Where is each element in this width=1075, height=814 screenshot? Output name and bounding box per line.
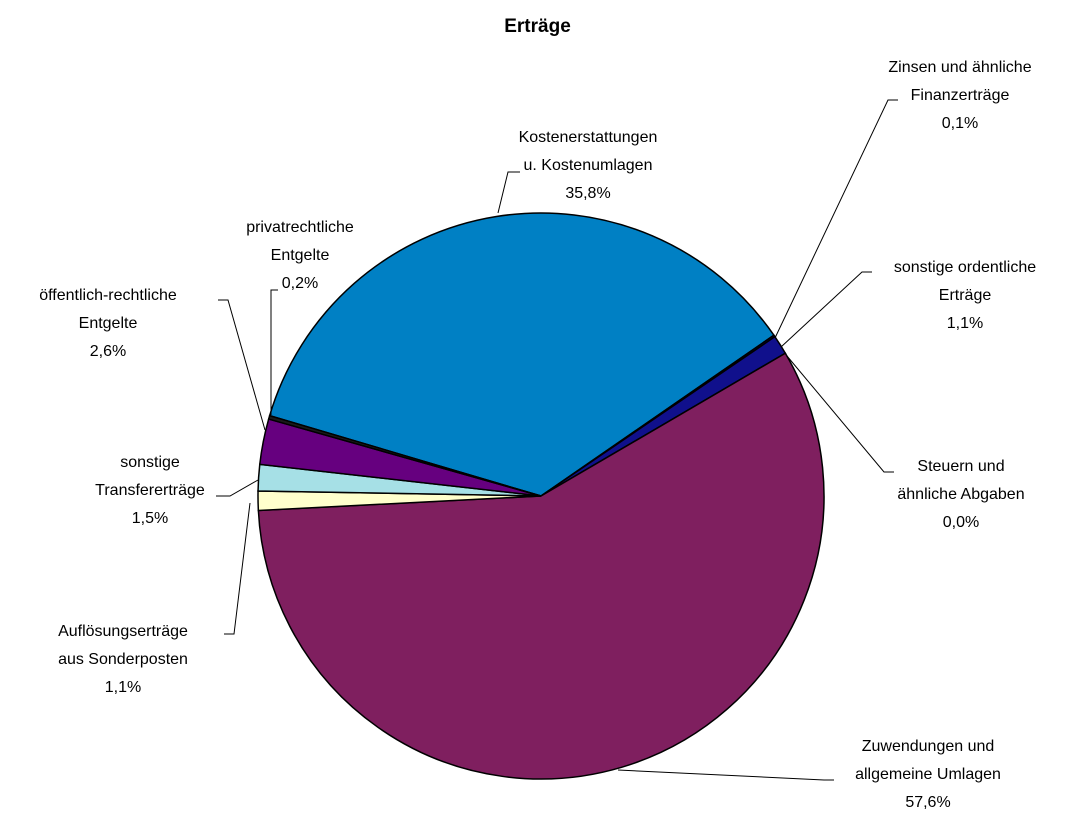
leader-line — [786, 355, 894, 473]
data-label: privatrechtliche Entgelte 0,2% — [235, 214, 365, 298]
value-label: 2,6% — [89, 343, 127, 360]
chart-title: Erträge — [504, 16, 571, 37]
category-label: Kostenerstattungen u. Kostenumlagen — [518, 129, 658, 174]
leader-line — [218, 299, 266, 431]
data-label: Auflösungserträge aus Sonderposten 1,1% — [49, 618, 197, 702]
leader-line — [270, 289, 278, 415]
value-label: 0,0% — [942, 514, 980, 531]
value-label: 57,6% — [905, 794, 951, 811]
value-label: 35,8% — [565, 185, 611, 202]
category-label: Steuern und ähnliche Abgaben — [897, 458, 1025, 503]
category-label: sonstige ordentliche Erträge — [893, 259, 1037, 304]
category-label: öffentlich-rechtliche Entgelte — [39, 287, 177, 332]
data-label: sonstige ordentliche Erträge 1,1% — [880, 254, 1050, 338]
data-label: Zinsen und ähnliche Finanzerträge 0,1% — [875, 54, 1045, 138]
leader-line — [216, 479, 259, 497]
leader-line — [497, 171, 520, 214]
value-label: 1,1% — [104, 679, 142, 696]
category-label: Zuwendungen und allgemeine Umlagen — [855, 738, 1001, 783]
data-label: Zuwendungen und allgemeine Umlagen 57,6% — [848, 733, 1008, 814]
leader-line — [617, 769, 834, 781]
category-label: sonstige Transfererträge — [95, 454, 205, 499]
category-label: privatrechtliche Entgelte — [246, 219, 354, 264]
leader-line — [780, 271, 872, 348]
data-label: sonstige Transfererträge 1,5% — [88, 449, 213, 533]
data-label: Kostenerstattungen u. Kostenumlagen 35,8% — [513, 124, 663, 208]
value-label: 1,5% — [131, 510, 169, 527]
category-label: Auflösungserträge aus Sonderposten — [58, 623, 188, 668]
data-label: öffentlich-rechtliche Entgelte 2,6% — [23, 282, 193, 366]
value-label: 0,1% — [941, 115, 979, 132]
pie-slice — [257, 352, 825, 780]
pie-slice — [267, 414, 542, 497]
leader-line — [224, 502, 251, 635]
value-label: 1,1% — [946, 315, 984, 332]
value-label: 0,2% — [281, 275, 319, 292]
category-label: Zinsen und ähnliche Finanzerträge — [888, 59, 1032, 104]
leader-line — [774, 99, 898, 339]
pie-slice — [268, 212, 775, 497]
data-label: Steuern und ähnliche Abgaben 0,0% — [892, 453, 1030, 537]
